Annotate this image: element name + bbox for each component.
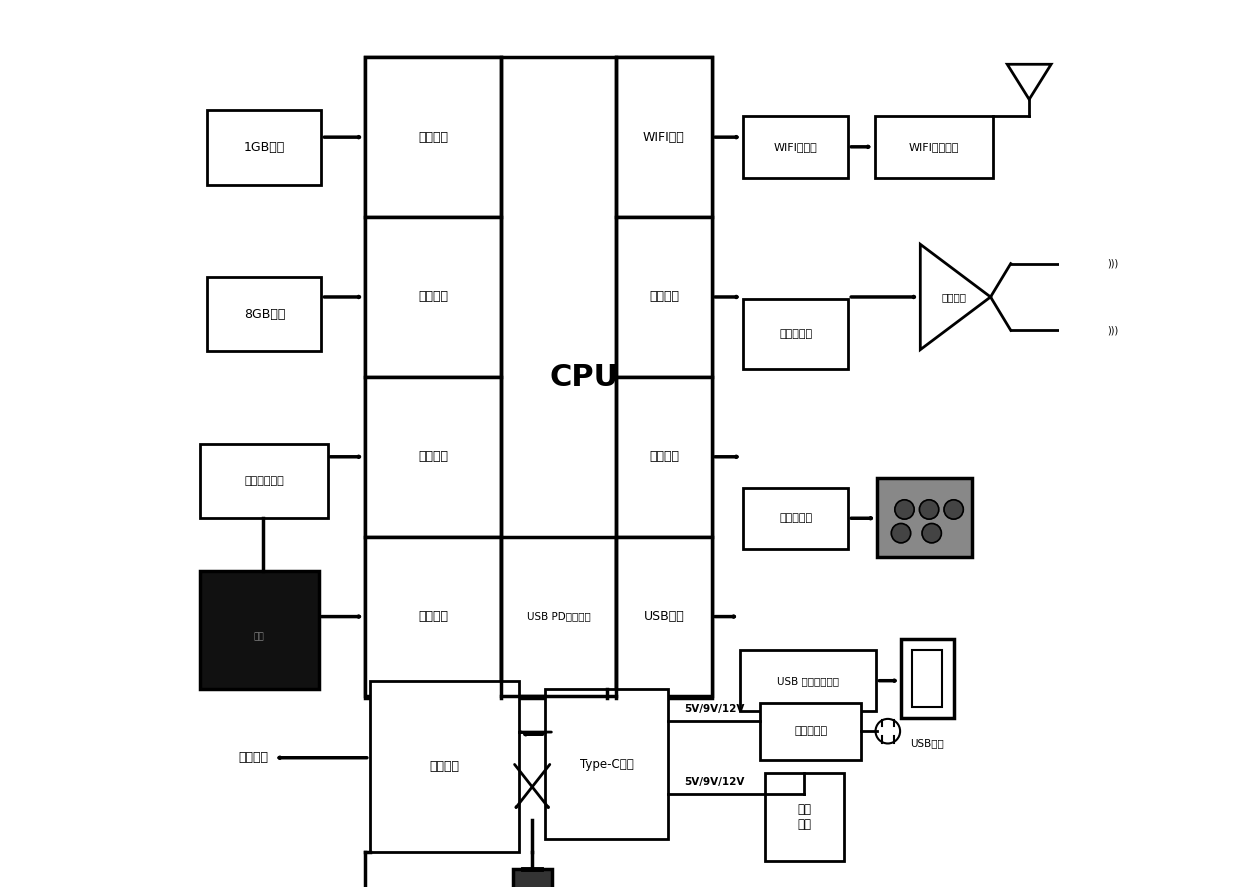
Text: 电源输出: 电源输出 — [239, 751, 269, 764]
Circle shape — [923, 523, 941, 543]
FancyBboxPatch shape — [501, 537, 615, 696]
Text: 音频接口: 音频接口 — [649, 290, 680, 304]
Text: CPU: CPU — [549, 363, 619, 392]
FancyBboxPatch shape — [546, 690, 668, 839]
Text: 5V/9V/12V: 5V/9V/12V — [684, 704, 744, 714]
FancyBboxPatch shape — [913, 650, 942, 707]
Text: 电源管理: 电源管理 — [429, 760, 459, 773]
Text: WIFI控制器: WIFI控制器 — [774, 142, 817, 151]
Text: 触摸接口: 触摸接口 — [418, 451, 449, 463]
Polygon shape — [1076, 311, 1099, 349]
Text: USB端口: USB端口 — [910, 737, 944, 748]
Text: 1GB内存: 1GB内存 — [244, 141, 285, 154]
FancyBboxPatch shape — [743, 298, 848, 369]
Text: ))): ))) — [1107, 325, 1118, 335]
FancyBboxPatch shape — [740, 650, 877, 711]
FancyBboxPatch shape — [366, 217, 501, 377]
FancyBboxPatch shape — [366, 57, 712, 698]
FancyBboxPatch shape — [615, 377, 712, 537]
Text: 按键控制器: 按键控制器 — [779, 513, 812, 523]
Text: 显示接口: 显示接口 — [418, 610, 449, 623]
Text: 音频功放: 音频功放 — [941, 292, 966, 302]
FancyBboxPatch shape — [370, 681, 520, 852]
Text: USB 物理层控制器: USB 物理层控制器 — [777, 676, 839, 685]
Circle shape — [892, 523, 910, 543]
Text: 音频解码器: 音频解码器 — [779, 329, 812, 339]
Text: 电源适配器: 电源适配器 — [795, 726, 827, 737]
Text: 屏幕: 屏幕 — [254, 633, 264, 642]
FancyBboxPatch shape — [366, 57, 501, 217]
FancyBboxPatch shape — [366, 377, 501, 537]
FancyBboxPatch shape — [513, 869, 552, 896]
Text: 按键接口: 按键接口 — [649, 451, 680, 463]
Circle shape — [919, 500, 939, 519]
Text: 闪存接口: 闪存接口 — [418, 290, 449, 304]
Text: 内存接口: 内存接口 — [418, 131, 449, 143]
Text: 触摸屏控制器: 触摸屏控制器 — [244, 476, 284, 486]
Text: USB PD协议接口: USB PD协议接口 — [527, 612, 590, 622]
FancyBboxPatch shape — [615, 57, 712, 217]
FancyBboxPatch shape — [615, 537, 712, 696]
Text: WIFI接口: WIFI接口 — [644, 131, 684, 143]
Text: WIFI射频单元: WIFI射频单元 — [909, 142, 959, 151]
Circle shape — [944, 500, 963, 519]
Circle shape — [895, 500, 914, 519]
FancyBboxPatch shape — [207, 277, 321, 351]
Text: 5V/9V/12V: 5V/9V/12V — [684, 777, 744, 787]
FancyBboxPatch shape — [877, 478, 972, 557]
FancyBboxPatch shape — [201, 571, 319, 690]
FancyBboxPatch shape — [366, 537, 501, 696]
Text: ))): ))) — [1107, 259, 1118, 269]
Text: 移动
电源: 移动 电源 — [797, 803, 811, 831]
FancyBboxPatch shape — [760, 702, 862, 760]
FancyBboxPatch shape — [207, 110, 321, 185]
FancyBboxPatch shape — [743, 487, 848, 549]
Text: USB接口: USB接口 — [644, 610, 684, 623]
FancyBboxPatch shape — [201, 444, 327, 518]
FancyBboxPatch shape — [743, 116, 848, 177]
FancyBboxPatch shape — [901, 639, 954, 718]
Text: 8GB闪存: 8GB闪存 — [244, 307, 285, 321]
FancyBboxPatch shape — [765, 773, 844, 861]
Polygon shape — [1076, 245, 1099, 283]
FancyBboxPatch shape — [615, 217, 712, 377]
FancyBboxPatch shape — [874, 116, 993, 177]
Text: Type-C接口: Type-C接口 — [580, 758, 634, 771]
